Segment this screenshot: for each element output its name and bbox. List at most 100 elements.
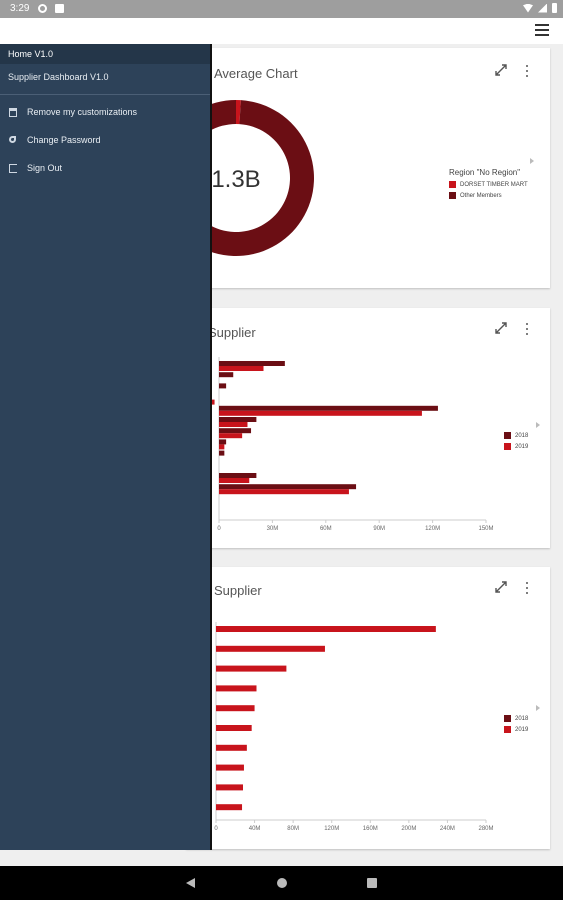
x-tick-label: 30M [267, 526, 279, 532]
bar-2019[interactable] [219, 422, 248, 427]
legend-scroll-icon[interactable] [536, 705, 540, 711]
legend-title: Region "No Region" [449, 168, 521, 177]
drawer-item-change-password[interactable]: Change Password [0, 132, 210, 150]
bar-2019[interactable] [216, 626, 436, 632]
legend-item: 2019 [504, 443, 540, 450]
legend-swatch [449, 192, 456, 199]
donut-slice [236, 100, 241, 125]
average-chart-card: Average Chart 1.3B Region "No Region" DO… [186, 48, 550, 288]
bar-2019[interactable] [219, 410, 422, 416]
legend-item: 2018 [504, 432, 540, 439]
bar-2018[interactable] [219, 450, 225, 456]
x-tick-label: 90M [373, 526, 385, 532]
legend-item: Other Members [449, 192, 534, 199]
bar-2019[interactable] [219, 478, 250, 483]
supplier-chart-title: Supplier [214, 583, 262, 598]
drawer-divider [0, 94, 210, 95]
donut-center-value: 1.3B [211, 166, 260, 193]
expand-icon[interactable] [495, 322, 507, 334]
supplier-legend-2: 2018 2019 [504, 705, 540, 737]
bar-2019[interactable] [211, 399, 215, 405]
drawer-item-supplier-dashboard[interactable]: Supplier Dashboard V1.0 [8, 72, 109, 82]
drawer-item-label: Change Password [27, 135, 101, 145]
legend-swatch [504, 443, 511, 450]
donut-chart: 1.3B [186, 100, 315, 256]
more-options-icon[interactable] [525, 582, 529, 594]
bar-2019[interactable] [216, 685, 257, 692]
drawer-item-home[interactable]: Home V1.0 [0, 44, 210, 64]
bar-2019[interactable] [216, 764, 244, 771]
legend-scroll-icon[interactable] [530, 158, 534, 164]
legend-label: 2018 [515, 715, 529, 722]
recent-apps-icon[interactable] [367, 878, 377, 888]
x-tick-label: 80M [287, 826, 299, 832]
bar-2019[interactable] [216, 705, 255, 712]
drawer-edge [210, 44, 212, 850]
bar-2018[interactable] [219, 405, 438, 411]
wifi-icon [523, 3, 533, 13]
bar-2018[interactable] [219, 417, 257, 422]
legend-label: DORSET TIMBER MART [460, 181, 528, 188]
average-chart-title: Average Chart [214, 66, 298, 81]
legend-item: DORSET TIMBER MART [449, 181, 534, 188]
supplier-chart-title: Supplier [208, 325, 256, 340]
trash-icon [9, 108, 17, 117]
x-tick-label: 60M [320, 526, 332, 532]
bar-2018[interactable] [219, 473, 257, 478]
x-tick-label: 280M [478, 826, 493, 832]
legend-item: 2019 [504, 726, 540, 733]
x-tick-label: 150M [478, 526, 493, 532]
drawer-item-sign-out[interactable]: Sign Out [0, 160, 210, 178]
bar-2018[interactable] [219, 484, 357, 490]
legend-label: Other Members [460, 192, 502, 199]
donut-slice [186, 100, 315, 256]
bar-2019[interactable] [219, 489, 349, 495]
supplier-bar-chart-1: 0 30M 60M 90M 120M 150M [211, 357, 494, 532]
bar-2019[interactable] [216, 784, 243, 791]
bar-2019[interactable] [216, 744, 247, 751]
back-icon[interactable] [186, 878, 195, 888]
bar-2019[interactable] [219, 433, 243, 439]
bar-2018[interactable] [219, 439, 227, 445]
x-tick-label: 40M [249, 826, 261, 832]
expand-icon[interactable] [495, 64, 507, 76]
bar-2019[interactable] [216, 725, 252, 731]
supplier-legend-1: 2018 2019 [504, 422, 540, 454]
sign-out-icon [9, 164, 17, 173]
more-options-icon[interactable] [525, 323, 529, 335]
legend-swatch [504, 432, 511, 439]
app-bar [0, 18, 563, 44]
navigation-drawer: Home V1.0 Supplier Dashboard V1.0 Remove… [0, 44, 210, 850]
bar-2018[interactable] [219, 361, 285, 366]
hamburger-menu-icon[interactable] [535, 24, 549, 36]
bar-2019[interactable] [219, 366, 264, 371]
drawer-item-label: Remove my customizations [27, 107, 138, 117]
x-tick-label: 120M [324, 826, 339, 832]
bar-2018[interactable] [219, 428, 252, 434]
drawer-item-remove-customizations[interactable]: Remove my customizations [0, 104, 210, 122]
legend-swatch [504, 715, 511, 722]
bar-2018[interactable] [219, 372, 234, 378]
status-time: 3:29 [10, 3, 30, 14]
status-bar: 3:29 [0, 0, 563, 18]
expand-icon[interactable] [495, 581, 507, 593]
sd-card-icon [55, 4, 64, 13]
bar-2019[interactable] [219, 444, 225, 450]
x-tick-label: 0 [214, 826, 218, 832]
x-tick-label: 200M [401, 826, 416, 832]
home-icon[interactable] [277, 878, 287, 888]
bar-2019[interactable] [216, 645, 325, 652]
bar-2019[interactable] [216, 665, 287, 672]
x-tick-label: 120M [425, 526, 440, 532]
average-chart-legend: Region "No Region" DORSET TIMBER MART Ot… [449, 158, 534, 203]
legend-scroll-icon[interactable] [536, 422, 540, 428]
bar-2019[interactable] [216, 804, 243, 811]
bar-2018[interactable] [219, 383, 227, 389]
supplier-chart-card-2: Supplier 0 40M 80M 120M 160M 200M 240M 280M 201… [186, 567, 550, 849]
x-tick-label: 160M [363, 826, 378, 832]
legend-item: 2018 [504, 715, 540, 722]
more-options-icon[interactable] [525, 65, 529, 77]
system-navigation-bar [0, 866, 563, 900]
supplier-bar-chart-2: 0 40M 80M 120M 160M 200M 240M 280M [214, 622, 494, 832]
x-tick-label: 0 [217, 526, 221, 532]
